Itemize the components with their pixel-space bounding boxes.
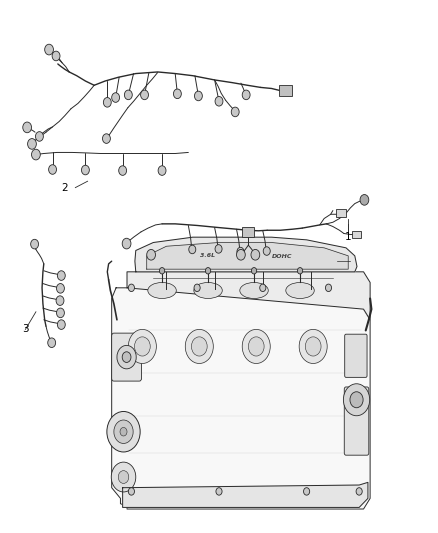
Circle shape bbox=[120, 427, 127, 436]
Circle shape bbox=[28, 139, 36, 149]
Text: 2: 2 bbox=[61, 183, 68, 192]
Bar bbox=[279, 85, 292, 96]
Circle shape bbox=[134, 337, 150, 356]
Polygon shape bbox=[135, 237, 357, 272]
Circle shape bbox=[325, 284, 332, 292]
Circle shape bbox=[102, 134, 110, 143]
Circle shape bbox=[147, 249, 155, 260]
Circle shape bbox=[205, 268, 211, 274]
Circle shape bbox=[356, 488, 362, 495]
Circle shape bbox=[48, 338, 56, 348]
Text: 1: 1 bbox=[345, 232, 352, 242]
Circle shape bbox=[117, 345, 136, 369]
Circle shape bbox=[111, 462, 136, 492]
Circle shape bbox=[57, 271, 65, 280]
Circle shape bbox=[112, 93, 120, 102]
Circle shape bbox=[251, 268, 257, 274]
FancyBboxPatch shape bbox=[345, 334, 367, 377]
Bar bbox=[352, 231, 361, 238]
Circle shape bbox=[159, 268, 165, 274]
Circle shape bbox=[343, 384, 370, 416]
FancyBboxPatch shape bbox=[112, 333, 141, 381]
Circle shape bbox=[263, 247, 270, 255]
Polygon shape bbox=[123, 482, 368, 507]
Circle shape bbox=[231, 107, 239, 117]
Circle shape bbox=[31, 239, 39, 249]
Circle shape bbox=[360, 195, 369, 205]
Circle shape bbox=[114, 420, 133, 443]
Ellipse shape bbox=[148, 282, 176, 298]
Circle shape bbox=[57, 284, 64, 293]
Circle shape bbox=[49, 165, 57, 174]
Circle shape bbox=[128, 329, 156, 364]
Circle shape bbox=[242, 90, 250, 100]
Circle shape bbox=[216, 488, 222, 495]
Circle shape bbox=[81, 165, 89, 175]
Circle shape bbox=[119, 166, 127, 175]
Circle shape bbox=[158, 166, 166, 175]
Circle shape bbox=[191, 337, 207, 356]
Circle shape bbox=[23, 122, 32, 133]
Circle shape bbox=[57, 308, 64, 318]
Circle shape bbox=[194, 91, 202, 101]
Circle shape bbox=[141, 90, 148, 100]
Circle shape bbox=[118, 471, 129, 483]
Circle shape bbox=[350, 392, 363, 408]
Text: 3: 3 bbox=[22, 325, 29, 334]
Ellipse shape bbox=[286, 282, 314, 298]
Text: DOHC: DOHC bbox=[272, 254, 293, 260]
Circle shape bbox=[128, 488, 134, 495]
Circle shape bbox=[297, 268, 303, 274]
Circle shape bbox=[237, 247, 244, 256]
Circle shape bbox=[35, 132, 43, 141]
Circle shape bbox=[56, 296, 64, 305]
Circle shape bbox=[305, 337, 321, 356]
Circle shape bbox=[45, 44, 53, 55]
Ellipse shape bbox=[240, 282, 268, 298]
Circle shape bbox=[57, 320, 65, 329]
Circle shape bbox=[122, 352, 131, 362]
Circle shape bbox=[304, 488, 310, 495]
Circle shape bbox=[185, 329, 213, 364]
Circle shape bbox=[194, 284, 200, 292]
Circle shape bbox=[103, 98, 111, 107]
Polygon shape bbox=[112, 288, 370, 509]
FancyBboxPatch shape bbox=[344, 387, 369, 455]
Circle shape bbox=[248, 337, 264, 356]
Circle shape bbox=[251, 249, 260, 260]
Circle shape bbox=[107, 411, 140, 452]
Circle shape bbox=[260, 284, 266, 292]
Bar bbox=[336, 209, 346, 217]
Circle shape bbox=[32, 149, 40, 160]
Ellipse shape bbox=[194, 282, 222, 298]
Polygon shape bbox=[127, 272, 370, 320]
Bar bbox=[242, 227, 254, 237]
Circle shape bbox=[122, 238, 131, 249]
Text: 3.6L: 3.6L bbox=[201, 253, 215, 259]
Circle shape bbox=[173, 89, 181, 99]
Polygon shape bbox=[147, 243, 348, 269]
Circle shape bbox=[52, 51, 60, 61]
Circle shape bbox=[128, 284, 134, 292]
Circle shape bbox=[124, 90, 132, 100]
Circle shape bbox=[299, 329, 327, 364]
Circle shape bbox=[237, 249, 245, 260]
Circle shape bbox=[242, 329, 270, 364]
Circle shape bbox=[189, 245, 196, 254]
Circle shape bbox=[215, 245, 222, 253]
Circle shape bbox=[215, 96, 223, 106]
